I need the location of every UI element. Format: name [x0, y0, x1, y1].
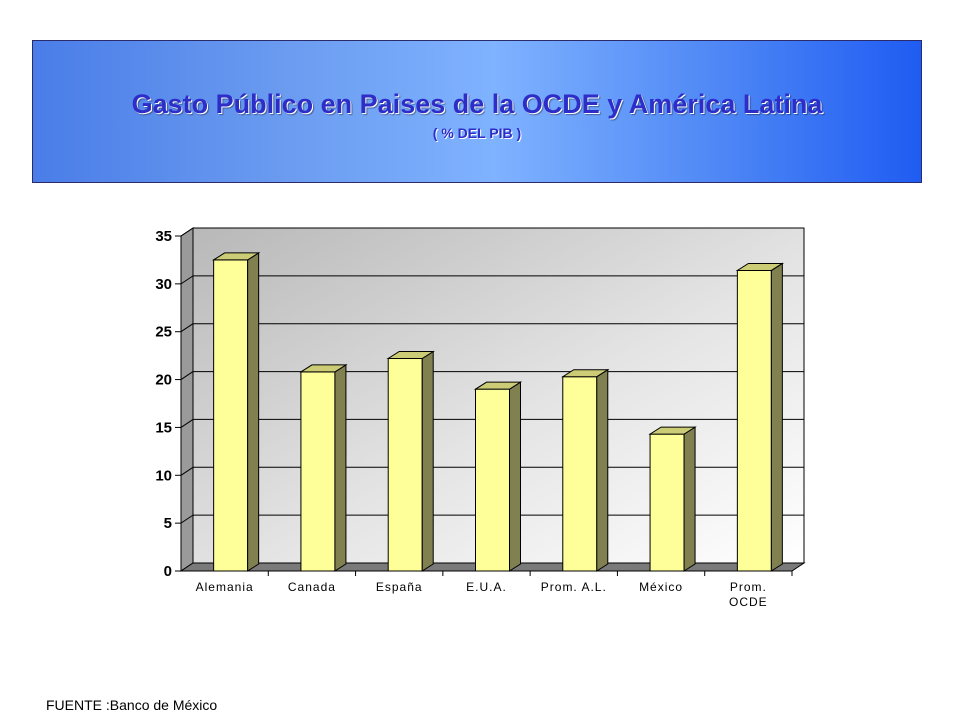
x-tick-label: España	[376, 580, 423, 594]
y-tick-label: 20	[155, 372, 172, 389]
bar	[387, 358, 423, 572]
x-tick-label: Prom. OCDE	[729, 580, 768, 609]
title-banner: Gasto Público en Paises de la OCDE y Amé…	[32, 40, 922, 183]
x-tick-label: Canada	[288, 580, 336, 594]
bar-side	[596, 368, 609, 572]
bar-top	[735, 262, 785, 271]
gridline-side	[180, 227, 194, 237]
bar	[475, 388, 510, 572]
bar	[736, 269, 772, 572]
source-note: FUENTE :Banco de México	[46, 697, 218, 713]
gridline-side	[180, 323, 194, 333]
x-tick-label-line: Alemania	[196, 580, 254, 594]
bar-side	[770, 262, 783, 572]
gridline-side	[180, 275, 194, 285]
gridline-side	[180, 419, 194, 428]
x-tick-label-line: España	[376, 580, 423, 594]
x-tick-label-line: México	[639, 580, 683, 594]
bar-top	[648, 426, 697, 435]
bar	[300, 371, 336, 572]
gridline-side	[180, 466, 194, 476]
bar-side	[421, 350, 434, 572]
bar	[213, 259, 249, 572]
y-tick-label: 5	[164, 515, 172, 532]
x-tick-label: E.U.A.	[466, 580, 507, 594]
x-tick-label-line: OCDE	[729, 595, 768, 609]
y-tick-label: 35	[155, 228, 172, 245]
bar	[649, 433, 685, 572]
x-tick-label: Prom. A.L.	[541, 580, 607, 594]
bar-top	[299, 364, 348, 373]
x-tick-label-line: Canada	[288, 580, 336, 594]
bar-top	[473, 381, 523, 390]
bar-side	[334, 364, 347, 572]
y-tick-label: 15	[155, 419, 172, 436]
bar-top	[211, 252, 261, 261]
bar-top	[561, 369, 610, 378]
gridline-side	[180, 514, 194, 524]
y-tick-label: 30	[155, 276, 172, 293]
chart-subtitle: ( % DEL PIB )	[432, 125, 522, 141]
y-tick-label: 0	[164, 563, 172, 580]
x-tick-label-line: Prom.	[730, 580, 767, 594]
gridline-side	[180, 371, 194, 380]
bar	[562, 376, 598, 572]
x-tick-label: Alemania	[196, 580, 254, 594]
bar-top	[386, 351, 435, 360]
x-tick-label-line: Prom. A.L.	[541, 580, 607, 594]
y-tick-label: 10	[155, 467, 172, 484]
chart-title: Gasto Público en Paises de la OCDE y Amé…	[131, 89, 823, 119]
bar-side	[509, 381, 521, 572]
y-tick-label: 25	[155, 324, 172, 341]
bar-side	[683, 426, 696, 572]
bar-side	[247, 252, 260, 572]
x-tick-label: México	[639, 580, 683, 594]
x-tick-label-line: E.U.A.	[466, 580, 507, 594]
